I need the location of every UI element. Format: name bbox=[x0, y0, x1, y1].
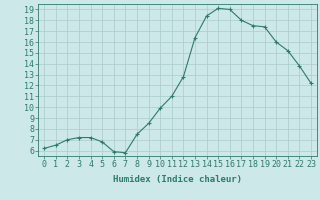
X-axis label: Humidex (Indice chaleur): Humidex (Indice chaleur) bbox=[113, 175, 242, 184]
